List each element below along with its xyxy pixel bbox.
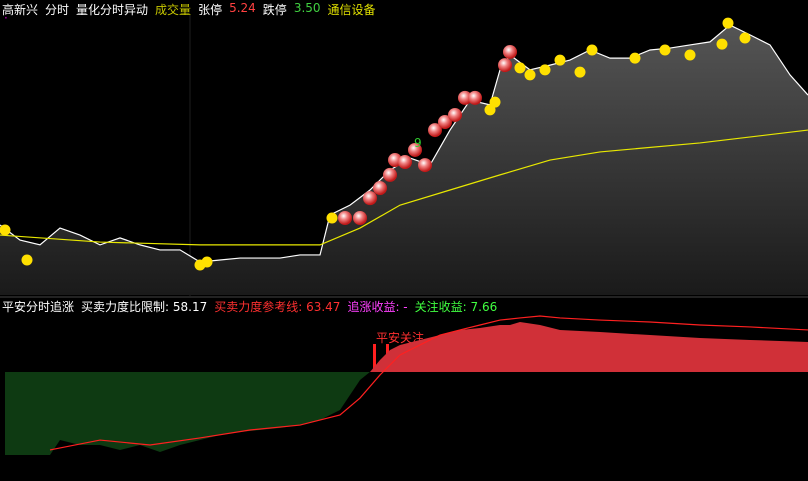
- signal-dot: [722, 17, 734, 29]
- annotation: 9: [414, 136, 422, 150]
- signal-ball: [383, 167, 397, 182]
- signal-dot: [659, 44, 671, 56]
- header-item: 买卖力度比限制: 58.17: [81, 300, 208, 314]
- line: [0, 129, 808, 246]
- signal-dot: [201, 256, 213, 268]
- signal-dot: [484, 104, 496, 116]
- signal-ball: [428, 123, 442, 138]
- header-item: 买卖力度参考线: 63.47: [214, 300, 341, 314]
- signal-ball: [448, 107, 462, 122]
- header-item: 量化分时异动: [76, 3, 149, 17]
- signal-dot: [586, 44, 598, 56]
- signal-ball: [418, 158, 432, 173]
- signal-ball: [373, 181, 387, 196]
- header-item: 3.50: [293, 1, 321, 15]
- signal-dot: [326, 212, 338, 224]
- header-item: 高新兴: [2, 3, 39, 17]
- signal-dot: [524, 69, 536, 81]
- signal-dot: [21, 254, 33, 266]
- price-area: [0, 25, 808, 296]
- signal-dot: [514, 62, 526, 74]
- signal-dot: [489, 96, 501, 108]
- signal-ball: [363, 191, 377, 206]
- area-above: [5, 322, 808, 372]
- signal-dot: [716, 38, 728, 50]
- header-item: 平安分时追涨: [2, 300, 75, 314]
- signal-ball: [468, 90, 482, 105]
- signal-dot: [739, 32, 751, 44]
- signal-dot: [629, 52, 641, 64]
- signal-dot: [554, 54, 566, 66]
- header-item: 通信设备: [327, 3, 376, 17]
- signal-ball: [338, 211, 352, 225]
- header-item: 关注收益: 7.66: [414, 300, 498, 314]
- header-item: 张停: [198, 3, 223, 17]
- signal-ball: [438, 114, 452, 129]
- line: [49, 315, 808, 451]
- signal-dot: [0, 224, 11, 236]
- signal-dot: [539, 64, 551, 76]
- header-item: 分时: [45, 3, 70, 17]
- header-item: 追涨收益: -: [347, 300, 408, 314]
- header-item: 5.24: [229, 1, 256, 15]
- signal-ball: [408, 142, 422, 157]
- signal-dot: [574, 66, 586, 78]
- header-item: 成交量: [155, 3, 192, 17]
- area-below: [5, 372, 370, 456]
- signal-ball: [353, 211, 367, 225]
- signal-ball: [498, 58, 512, 73]
- signal-dot: [684, 49, 696, 61]
- signal-ball: [398, 155, 412, 169]
- annotation: 平安关注: [376, 330, 424, 345]
- signal-ball: [458, 90, 472, 105]
- indicator-header: 平安分时追涨 买卖力度比限制: 58.17 买卖力度参考线: 63.47 追涨收益: …: [2, 298, 497, 315]
- header-item: 跌停: [262, 3, 287, 17]
- header: 高新兴 分时 量化分时异动 成交量 张停 5.24 跌停 3.50 通信设备: [2, 1, 376, 18]
- signal-bar: [373, 344, 376, 372]
- dot: ·: [4, 11, 8, 25]
- signal-ball: [503, 44, 517, 59]
